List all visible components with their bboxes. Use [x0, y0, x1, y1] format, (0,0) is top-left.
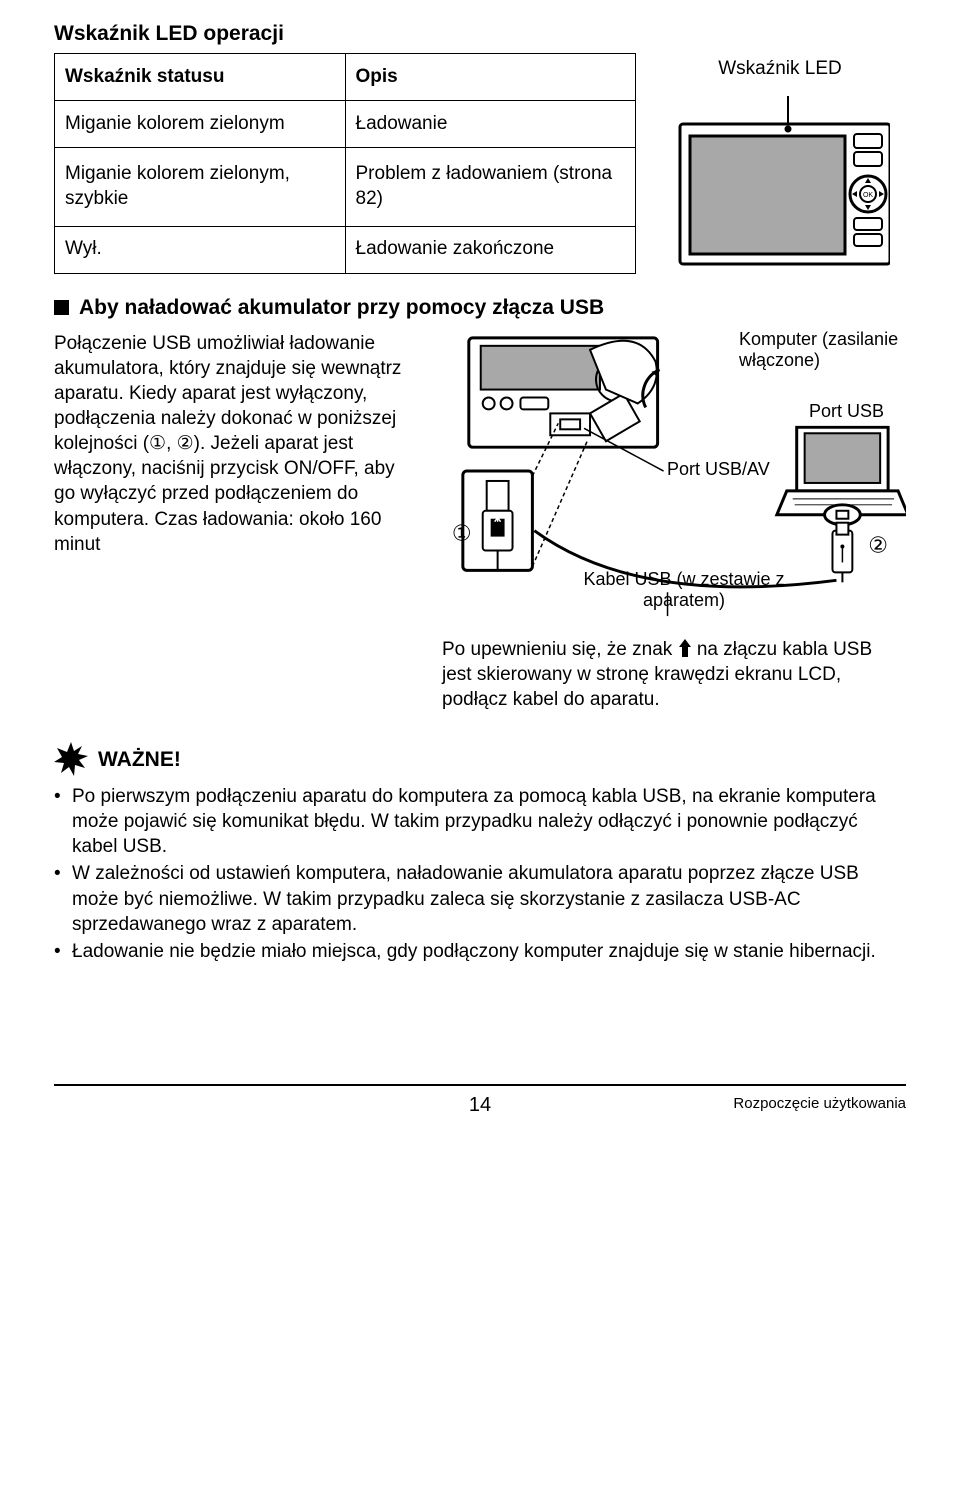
table-cell: Ładowanie zakończone [345, 226, 636, 273]
table-cell: Problem z ładowaniem (strona 82) [345, 147, 636, 226]
top-row: Wskaźnik statusu Opis Miganie kolorem zi… [54, 53, 906, 273]
port-usb-av-label: Port USB/AV [667, 459, 770, 480]
table-row: Miganie kolorem zielonym, szybkie Proble… [55, 147, 636, 226]
table-header-row: Wskaźnik statusu Opis [55, 54, 636, 101]
svg-text:①: ① [452, 521, 472, 546]
led-indicator-column: Wskaźnik LED OK [654, 53, 906, 273]
led-status-table: Wskaźnik statusu Opis Miganie kolorem zi… [54, 53, 636, 273]
bullet-item: Po pierwszym podłączeniu aparatu do komp… [54, 784, 906, 859]
port-usb-label: Port USB [809, 401, 884, 422]
connector-orientation-note: Po upewnieniu się, że znak na złączu kab… [442, 637, 906, 712]
note-text-part1: Po upewnieniu się, że znak [442, 639, 678, 660]
usb-section: Połączenie USB umożliwiał ładowanie akum… [54, 331, 906, 621]
important-bullets: Po pierwszym podłączeniu aparatu do komp… [54, 784, 906, 964]
usb-paragraph: Połączenie USB umożliwiał ładowanie akum… [54, 331, 419, 621]
table-header-cell: Wskaźnik statusu [55, 54, 346, 101]
important-label: WAŻNE! [98, 746, 181, 773]
table-cell: Ładowanie [345, 101, 636, 148]
footer-section-name: Rozpoczęcie użytkowania [733, 1094, 906, 1114]
camera-back-illustration: OK [670, 96, 890, 266]
table-cell: Miganie kolorem zielonym, szybkie [55, 147, 346, 226]
table-cell: Miganie kolorem zielonym [55, 101, 346, 148]
section-title: Wskaźnik LED operacji [54, 20, 906, 47]
table-row: Wył. Ładowanie zakończone [55, 226, 636, 273]
computer-label: Komputer (zasilanie włączone) [739, 329, 906, 370]
led-indicator-label: Wskaźnik LED [654, 57, 906, 82]
page-footer: 14 Rozpoczęcie użytkowania [54, 1084, 906, 1124]
svg-text:②: ② [868, 532, 888, 557]
svg-text:OK: OK [863, 192, 873, 199]
starburst-icon [54, 742, 88, 776]
usb-connection-diagram: ① ② Komputer (zasilanie włączon [439, 331, 906, 621]
usb-charge-heading: Aby naładować akumulator przy pomocy złą… [79, 294, 604, 321]
important-heading-row: WAŻNE! [54, 742, 906, 776]
table-row: Miganie kolorem zielonym Ładowanie [55, 101, 636, 148]
table-cell: Wył. [55, 226, 346, 273]
bullet-item: Ładowanie nie będzie miało miejsca, gdy … [54, 939, 906, 964]
table-header-cell: Opis [345, 54, 636, 101]
bullet-item: W zależności od ustawień komputera, nała… [54, 861, 906, 936]
cable-label: Kabel USB (w zestawie z aparatem) [579, 569, 789, 610]
subheading-row: Aby naładować akumulator przy pomocy złą… [54, 294, 906, 321]
square-bullet-icon [54, 300, 69, 315]
up-arrow-icon [678, 639, 692, 657]
footer-divider [54, 1084, 906, 1086]
